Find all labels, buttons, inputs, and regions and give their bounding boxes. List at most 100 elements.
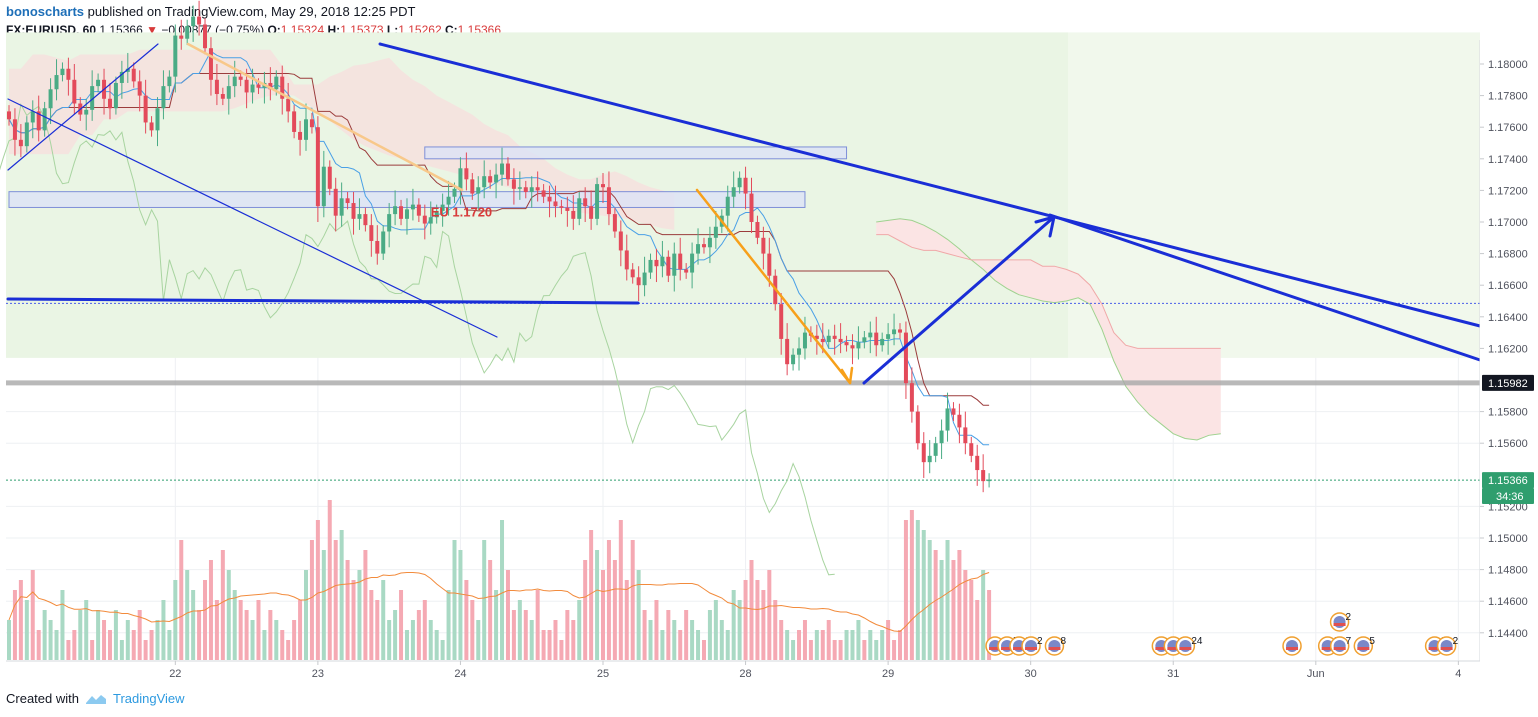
candle-body bbox=[701, 244, 706, 248]
candle-body bbox=[381, 231, 386, 254]
candle-body bbox=[672, 253, 677, 276]
volume-bar bbox=[921, 530, 926, 660]
volume-bar bbox=[18, 580, 23, 660]
candle-body bbox=[7, 111, 11, 120]
price-tick-label: 1.16400 bbox=[1488, 312, 1528, 324]
volume-bar bbox=[470, 600, 475, 660]
candle-body bbox=[452, 188, 457, 197]
volume-bar bbox=[125, 620, 130, 660]
author-name[interactable]: bonoscharts bbox=[6, 4, 85, 19]
volume-bar bbox=[161, 600, 166, 660]
volume-bar bbox=[357, 570, 362, 660]
volume-bar bbox=[606, 540, 611, 660]
tradingview-brand[interactable]: TradingView bbox=[112, 691, 185, 706]
candle-body bbox=[48, 89, 53, 109]
event-flag-icon bbox=[1286, 640, 1299, 652]
candle-body bbox=[601, 184, 605, 188]
volume-bar bbox=[36, 630, 41, 660]
event-flag-icon bbox=[1357, 640, 1370, 652]
volume-bar bbox=[191, 590, 196, 660]
volume-bar bbox=[197, 610, 202, 660]
volume-bar bbox=[298, 600, 303, 660]
event-count: 2 bbox=[1453, 636, 1459, 647]
candle-body bbox=[898, 329, 902, 333]
candle-body bbox=[583, 198, 588, 207]
candle-body bbox=[500, 163, 505, 175]
volume-bar bbox=[399, 590, 404, 660]
candle-body bbox=[357, 214, 362, 219]
candle-body bbox=[476, 187, 481, 194]
candle-body bbox=[434, 210, 439, 218]
candle-body bbox=[191, 16, 196, 27]
volume-bar bbox=[304, 570, 308, 660]
candle-body bbox=[505, 163, 510, 180]
candle-body bbox=[309, 119, 314, 128]
volume-bar bbox=[464, 580, 469, 660]
candle-body bbox=[660, 256, 665, 267]
price-tick-label: 1.17200 bbox=[1488, 185, 1528, 197]
volume-bar bbox=[404, 630, 409, 660]
publisher-line: bonoscharts published on TradingView.com… bbox=[6, 4, 415, 20]
candle-body bbox=[393, 206, 398, 215]
candle-body bbox=[814, 335, 819, 339]
candle-body bbox=[482, 176, 487, 188]
chart-annotations: EU 1.1720 bbox=[431, 204, 492, 219]
candle-body bbox=[84, 109, 89, 115]
volume-bar bbox=[844, 630, 849, 660]
volume-bar bbox=[713, 600, 718, 660]
candle-body bbox=[915, 411, 920, 444]
kijun-sen-line bbox=[8, 73, 990, 406]
candle-body bbox=[939, 430, 944, 444]
volume-bar bbox=[601, 570, 605, 660]
economic-events[interactable]: 145328410243472522 bbox=[985, 612, 1459, 656]
volume-bar bbox=[737, 600, 742, 660]
volume-bar bbox=[434, 630, 439, 660]
volume-bar bbox=[96, 610, 101, 660]
candle-body bbox=[268, 82, 273, 90]
candle-body bbox=[517, 187, 522, 189]
orange-trend-line-light bbox=[186, 42, 464, 192]
price-axis[interactable]: 1.18000 1.17800 1.17600 1.17400 1.17200 1.170… bbox=[1480, 40, 1538, 661]
candle-body bbox=[250, 84, 255, 93]
event-flag-stripe bbox=[1440, 647, 1453, 650]
candle-body bbox=[666, 256, 671, 276]
volume-bar bbox=[345, 560, 350, 660]
candle-body bbox=[244, 79, 249, 93]
volume-bar bbox=[975, 600, 980, 660]
volume-bar bbox=[143, 640, 148, 660]
volume-bar bbox=[137, 610, 142, 660]
candle-body bbox=[862, 337, 867, 343]
candle-body bbox=[345, 198, 350, 204]
volume-bar bbox=[375, 600, 380, 660]
chikou-span-line bbox=[0, 102, 835, 576]
candle-body bbox=[428, 217, 433, 224]
volume-bar bbox=[363, 550, 368, 660]
candle-body bbox=[981, 470, 986, 482]
trend-line-upper bbox=[378, 42, 1482, 328]
volume-bar bbox=[203, 580, 208, 660]
volume-bar bbox=[511, 610, 516, 660]
candle-body bbox=[886, 334, 891, 339]
candle-body bbox=[197, 16, 202, 25]
time-axis[interactable]: 22 23 24 25 28 29 30 31 Jun 4 bbox=[169, 661, 1461, 680]
candle-body bbox=[684, 269, 689, 273]
volume-bar bbox=[7, 620, 11, 660]
candle-body bbox=[529, 187, 534, 192]
volume-bar bbox=[333, 540, 338, 660]
candle-body bbox=[226, 86, 231, 99]
volume-bar bbox=[850, 630, 855, 660]
price-tick-label: 1.17400 bbox=[1488, 154, 1528, 166]
candle-body bbox=[713, 226, 718, 238]
trend-drawings[interactable] bbox=[6, 42, 1482, 385]
event-flag-icon bbox=[1048, 640, 1061, 652]
volume-bar bbox=[951, 560, 956, 660]
volume-bar bbox=[701, 640, 706, 660]
candle-body bbox=[399, 206, 404, 219]
event-flag-stripe bbox=[1048, 647, 1061, 650]
candle-body bbox=[511, 179, 516, 189]
event-count: 24 bbox=[1191, 636, 1203, 647]
volume-bar bbox=[102, 620, 107, 660]
candle-body bbox=[838, 338, 843, 343]
volume-bar bbox=[119, 640, 124, 660]
